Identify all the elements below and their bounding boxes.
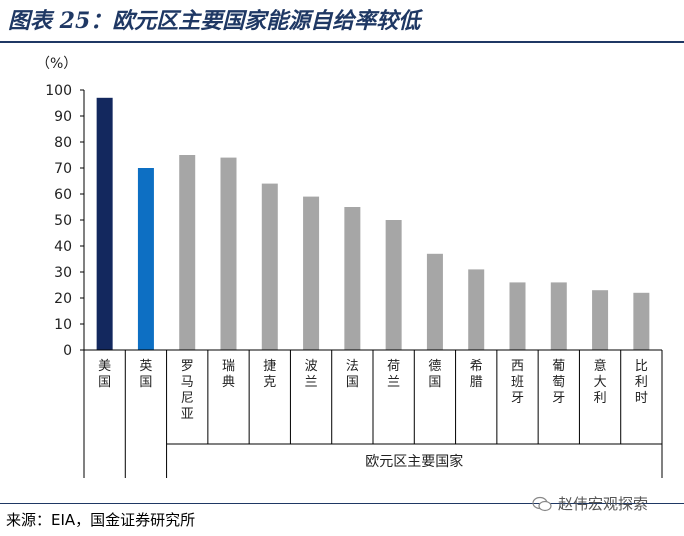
wechat-icon [532,496,552,512]
x-tick-char: 美 [98,359,111,374]
x-tick-label: 葡萄牙 [552,359,565,406]
x-tick-char: 牙 [552,391,565,406]
x-tick-char: 利 [594,391,607,406]
x-tick-char: 牙 [511,391,524,406]
x-tick-char: 意 [594,358,607,374]
x-tick-label: 意大利 [594,358,607,406]
footer-divider [0,503,684,504]
x-tick-char: 兰 [387,375,400,390]
x-tick-char: 英 [139,359,152,374]
x-tick-label: 英国 [139,359,152,390]
x-tick-label: 荷兰 [387,359,400,390]
x-tick-char: 比 [635,359,648,374]
y-tick-label: 50 [54,213,72,229]
x-tick-char: 萄 [552,375,565,390]
bar [592,290,609,350]
x-tick-char: 法 [346,359,359,374]
bar [344,207,361,350]
bar [220,157,237,350]
source-note: 来源：EIA，国金证券研究所 [6,511,196,529]
bar [137,168,154,350]
x-tick-label: 比利时 [635,359,648,406]
x-tick-char: 马 [181,375,194,390]
bar [509,282,526,350]
x-tick-char: 捷 [263,359,276,374]
bar [303,196,320,350]
y-tick-label: 70 [54,161,72,177]
x-tick-char: 时 [635,391,648,406]
bar [468,269,485,350]
y-tick-label: 90 [54,109,72,125]
bar [179,155,196,350]
bar [633,292,650,350]
y-tick-label: 40 [54,239,72,255]
title-divider [0,41,684,43]
bar [96,97,113,350]
bars [96,97,650,350]
x-tick-char: 波 [305,359,318,374]
bar [385,220,402,350]
x-tick-char: 国 [346,375,359,390]
x-tick-label: 西班牙 [511,359,524,406]
bar [550,282,567,350]
bar [261,183,278,350]
y-tick-label: 20 [54,291,72,307]
x-tick-char: 西 [511,359,524,374]
x-tick-label: 瑞典 [222,359,235,390]
y-axis: 0 10 20 30 40 50 60 70 80 90 100 [45,83,85,359]
watermark-text: 赵伟宏观探索 [558,495,649,513]
chart-title: 图表 25：欧元区主要国家能源自给率较低 [8,8,421,34]
x-tick-label: 法国 [346,359,359,390]
x-tick-char: 国 [428,375,441,390]
x-tick-char: 瑞 [222,359,235,374]
x-tick-char: 国 [139,375,152,390]
x-tick-char: 利 [635,375,648,390]
x-tick-char: 克 [263,375,276,390]
x-tick-label: 捷克 [263,359,276,390]
x-tick-char: 兰 [305,375,318,390]
x-tick-char: 葡 [552,359,565,374]
x-tick-char: 德 [428,359,441,374]
x-tick-char: 亚 [181,407,194,422]
x-tick-char: 罗 [181,359,194,374]
y-tick-label: 80 [54,135,72,151]
group-label: 欧元区主要国家 [365,453,463,470]
x-tick-char: 大 [594,375,607,390]
x-tick-label: 美国 [98,359,111,390]
x-tick-label: 德国 [428,359,441,390]
watermark: 赵伟宏观探索 [532,494,648,514]
y-axis-unit-label: （%） [36,56,77,72]
x-tick-char: 荷 [387,359,400,374]
x-tick-label: 希腊 [470,359,483,390]
x-tick-char: 典 [222,375,235,390]
x-tick-char: 尼 [181,391,194,406]
x-tick-char: 希 [470,359,483,374]
y-tick-label: 0 [63,343,72,359]
y-tick-label: 100 [45,83,72,99]
y-tick-label: 60 [54,187,72,203]
y-tick-label: 10 [54,317,72,333]
y-tick-label: 30 [54,265,72,281]
x-tick-char: 国 [98,375,111,390]
bar [426,253,443,350]
x-tick-char: 班 [511,375,524,390]
x-tick-char: 腊 [470,375,483,390]
x-tick-label: 波兰 [305,359,318,390]
